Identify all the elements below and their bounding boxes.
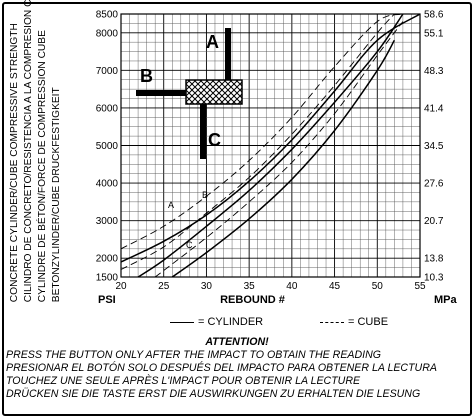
y-tick-right: 41.4 [424,103,444,114]
hammer-label-b: B [140,66,153,86]
y-tick-right: 10.3 [424,273,444,284]
curve-a-dashed [120,13,404,250]
instructions-block: ATTENTION! PRESS THE BUTTON ONLY AFTER T… [6,336,468,401]
curve-a-solid [120,13,421,263]
test-specimen-block [185,79,243,105]
y-tick-right: 13.8 [424,254,444,265]
legend-cube-label: = CUBE [348,316,389,328]
y-axis-label-left: PSI [98,294,116,306]
hammer-label-c: C [208,130,221,150]
y-tick-left: 1500 [96,273,119,284]
instruction-line-en: PRESS THE BUTTON ONLY AFTER THE IMPACT T… [6,349,381,361]
curve-labels: A B C [168,190,208,250]
y-tick-right: 20.7 [424,216,444,227]
curve-label-b: B [202,190,208,200]
x-tick: 25 [158,281,170,292]
x-tick: 20 [115,281,127,292]
x-tick: 45 [329,281,341,292]
x-tick: 30 [201,281,213,292]
hammer-arrow-c [200,103,206,159]
legend-item-cylinder: = CYLINDER [170,316,263,328]
y-tick-right: 27.6 [424,179,444,190]
instruction-line-de: DRÜCKEN SIE DIE TASTE ERST DIE AUSWIRKUN… [6,388,421,400]
curve-b-solid [137,13,404,278]
attention-heading: ATTENTION! [205,336,269,348]
instruction-line-fr: TOUCHEZ UNE SEULE APRÈS L'IMPACT POUR OB… [6,375,361,387]
y-tick-left: 8500 [96,10,119,21]
legend-dashed-line [320,321,344,323]
y-tick-left: 8000 [96,28,119,39]
hammer-arrow-a [225,28,231,84]
instruction-line-es: PRESIONAR EL BOTÓN SOLO DESPUÉS DEL IMPA… [6,362,437,374]
y-axis-label-right: MPa [434,294,458,306]
y-tick-left: 4000 [96,179,119,190]
x-tick: 50 [372,281,384,292]
legend-cylinder-label: = CYLINDER [198,316,264,328]
hammer-arrow-b [136,90,188,96]
y-tick-left: 6000 [96,103,119,114]
legend: = CYLINDER = CUBE [170,316,430,332]
y-tick-left: 7000 [96,66,119,77]
x-tick: 55 [414,281,426,292]
x-tick: 35 [244,281,256,292]
legend-item-cube: = CUBE [320,316,388,328]
y-tick-right: 34.5 [424,141,444,152]
curve-label-c: C [186,240,193,250]
y-tick-right: 58.6 [424,10,444,21]
hammer-diagram: A B C [136,28,243,159]
y-tick-left: 2000 [96,254,119,265]
y-tick-left: 3000 [96,216,119,227]
hammer-label-a: A [206,32,219,52]
curve-b-dashed [120,13,395,270]
curve-c-dashed [154,21,404,278]
curve-c-solid [171,39,396,278]
plot-border [120,13,421,278]
y-tick-right: 48.3 [424,66,444,77]
y-tick-left: 5000 [96,141,119,152]
chart-curves [120,13,421,278]
chart-ticks: 1500 2000 3000 4000 5000 6000 7000 8000 8500 10.3… [96,10,444,293]
x-tick: 40 [286,281,298,292]
legend-solid-line [170,321,194,323]
y-tick-right: 55.1 [424,28,444,39]
curve-label-a: A [168,200,174,210]
x-axis-label: REBOUND # [220,294,285,306]
